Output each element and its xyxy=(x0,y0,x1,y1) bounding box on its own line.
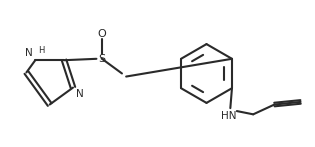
Text: N: N xyxy=(25,48,33,58)
Text: S: S xyxy=(98,54,105,64)
Text: HN: HN xyxy=(221,111,237,121)
Text: N: N xyxy=(76,89,84,99)
Text: H: H xyxy=(38,46,44,55)
Text: O: O xyxy=(97,29,106,39)
